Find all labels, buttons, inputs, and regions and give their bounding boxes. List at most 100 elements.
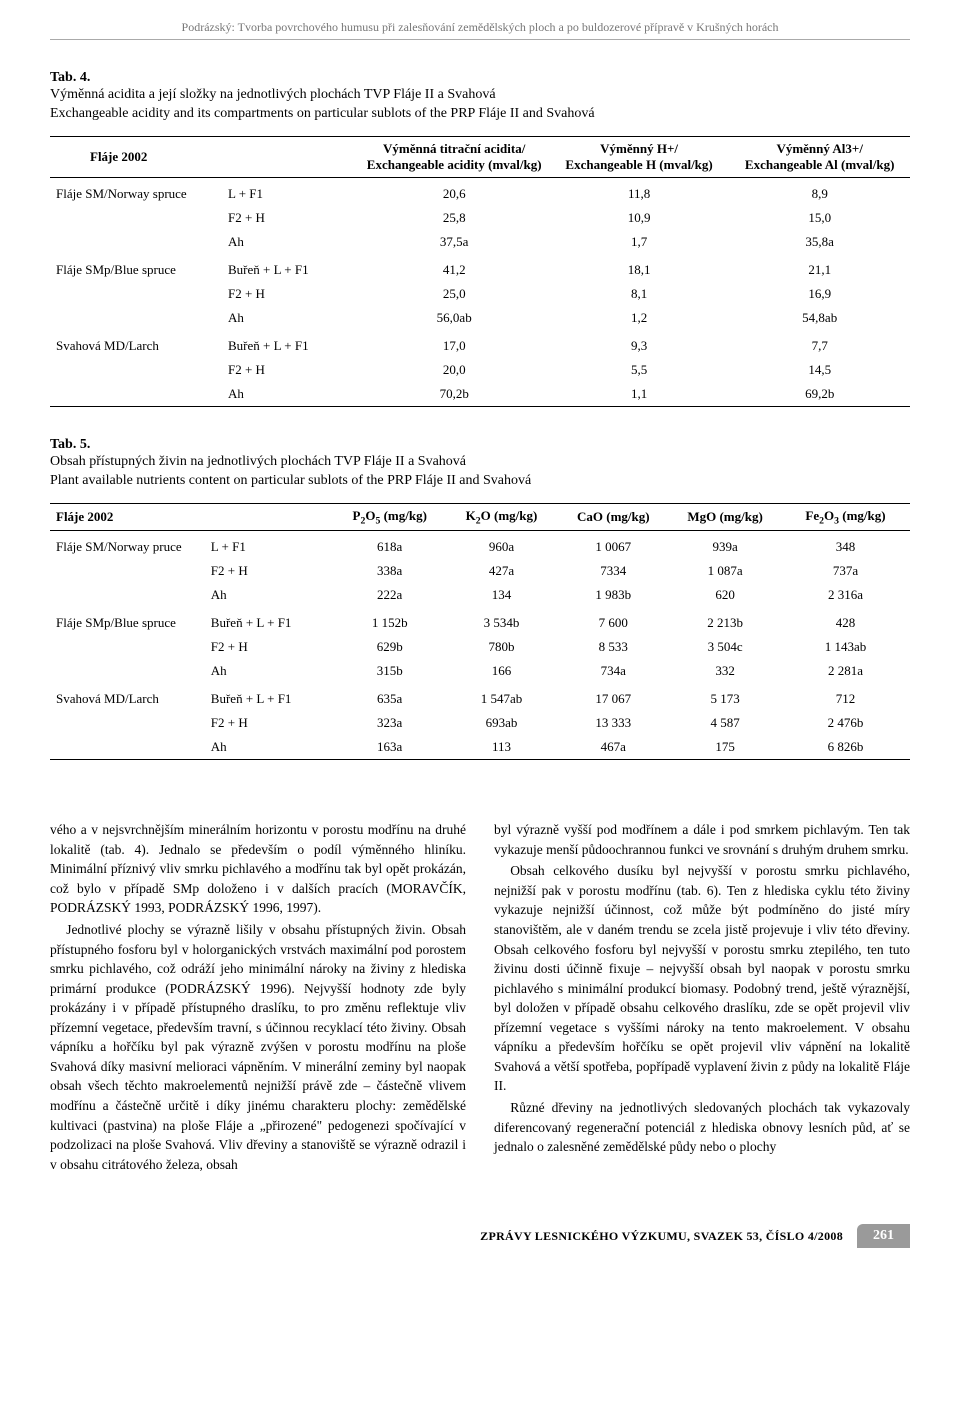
cell-c3: 69,2b: [729, 382, 910, 407]
body-p1: vého a v nejsvrchnějším minerálním horiz…: [50, 820, 466, 918]
cell-horizon: Ah: [205, 735, 334, 760]
cell-c3: 13 333: [557, 711, 669, 735]
cell-horizon: F2 + H: [205, 559, 334, 583]
cell-c3: 35,8a: [729, 230, 910, 254]
cell-c4: 2 213b: [669, 607, 781, 635]
cell-site: [50, 559, 205, 583]
cell-site: [50, 230, 222, 254]
cell-horizon: Ah: [205, 583, 334, 607]
cell-c2: 3 534b: [446, 607, 558, 635]
tab4-table: Fláje 2002 Výměnná titrační acidita/ Exc…: [50, 136, 910, 407]
cell-horizon: L + F1: [222, 177, 360, 206]
tab5-head-c3: CaO (mg/kg): [557, 503, 669, 531]
body-p2: Jednotlivé plochy se výrazně lišily v ob…: [50, 920, 466, 1174]
tab4-caption: Výměnná acidita a její složky na jednotl…: [50, 86, 910, 124]
cell-c2: 960a: [446, 531, 558, 560]
cell-horizon: Buřeň + L + F1: [205, 607, 334, 635]
table-row: Fláje SMp/Blue spruceBuřeň + L + F141,21…: [50, 254, 910, 282]
table-row: F2 + H25,08,116,9: [50, 282, 910, 306]
cell-c3: 1 0067: [557, 531, 669, 560]
cell-c3: 14,5: [729, 358, 910, 382]
cell-horizon: L + F1: [205, 531, 334, 560]
cell-c2: 9,3: [549, 330, 730, 358]
cell-c1: 25,0: [360, 282, 549, 306]
tab5-head-c4: MgO (mg/kg): [669, 503, 781, 531]
cell-c1: 20,0: [360, 358, 549, 382]
cell-c2: 1,7: [549, 230, 730, 254]
cell-c3: 467a: [557, 735, 669, 760]
cell-c1: 618a: [334, 531, 446, 560]
cell-site: [50, 306, 222, 330]
cell-c1: 338a: [334, 559, 446, 583]
cell-site: [50, 711, 205, 735]
cell-horizon: Ah: [222, 306, 360, 330]
cell-c5: 2 316a: [781, 583, 910, 607]
cell-c2: 8,1: [549, 282, 730, 306]
table-row: Ah315b166734a3322 281a: [50, 659, 910, 683]
cell-c1: 315b: [334, 659, 446, 683]
table-row: Fláje SM/Norway spruceL + F120,611,88,9: [50, 177, 910, 206]
cell-horizon: Ah: [222, 382, 360, 407]
table-row: Fláje SM/Norway pruceL + F1618a960a1 006…: [50, 531, 910, 560]
cell-c3: 8,9: [729, 177, 910, 206]
cell-site: [50, 282, 222, 306]
cell-c1: 222a: [334, 583, 446, 607]
table-row: Ah163a113467a1756 826b: [50, 735, 910, 760]
cell-c1: 163a: [334, 735, 446, 760]
cell-c1: 635a: [334, 683, 446, 711]
tab4-head-c2-cs: Výměnný H+/: [600, 141, 678, 156]
tab4-head-c3: Výměnný Al3+/ Exchangeable Al (mval/kg): [729, 136, 910, 177]
cell-c4: 939a: [669, 531, 781, 560]
cell-site: [50, 382, 222, 407]
cell-c1: 70,2b: [360, 382, 549, 407]
cell-horizon: Ah: [222, 230, 360, 254]
cell-c5: 348: [781, 531, 910, 560]
tab4-head-c3-en: Exchangeable Al (mval/kg): [745, 157, 895, 172]
cell-site: Svahová MD/Larch: [50, 683, 205, 711]
cell-c2: 113: [446, 735, 558, 760]
cell-c5: 6 826b: [781, 735, 910, 760]
cell-c2: 427a: [446, 559, 558, 583]
cell-c3: 7,7: [729, 330, 910, 358]
tab4-head-c3-cs: Výměnný Al3+/: [776, 141, 863, 156]
tab4-head-c2: Výměnný H+/ Exchangeable H (mval/kg): [549, 136, 730, 177]
cell-horizon: Buřeň + L + F1: [205, 683, 334, 711]
table-row: Ah37,5a1,735,8a: [50, 230, 910, 254]
cell-c3: 8 533: [557, 635, 669, 659]
cell-c2: 1,2: [549, 306, 730, 330]
cell-c1: 56,0ab: [360, 306, 549, 330]
page-footer: ZPRÁVY LESNICKÉHO VÝZKUMU, SVAZEK 53, ČÍ…: [50, 1224, 910, 1248]
cell-c5: 428: [781, 607, 910, 635]
table-row: Ah56,0ab1,254,8ab: [50, 306, 910, 330]
cell-horizon: Buřeň + L + F1: [222, 254, 360, 282]
tab5-caption: Obsah přístupných živin na jednotlivých …: [50, 453, 910, 491]
cell-c4: 4 587: [669, 711, 781, 735]
table-row: Svahová MD/LarchBuřeň + L + F117,09,37,7: [50, 330, 910, 358]
table-row: Svahová MD/LarchBuřeň + L + F1635a1 547a…: [50, 683, 910, 711]
cell-c4: 5 173: [669, 683, 781, 711]
cell-horizon: F2 + H: [222, 358, 360, 382]
cell-c3: 1 983b: [557, 583, 669, 607]
tab5-head-c2: K2O (mg/kg): [446, 503, 558, 531]
tab5-head-c1: P2O5 (mg/kg): [334, 503, 446, 531]
cell-site: [50, 659, 205, 683]
cell-c5: 2 281a: [781, 659, 910, 683]
cell-c2: 780b: [446, 635, 558, 659]
tab5-table: Fláje 2002 P2O5 (mg/kg) K2O (mg/kg) CaO …: [50, 503, 910, 761]
cell-site: [50, 358, 222, 382]
cell-c4: 175: [669, 735, 781, 760]
cell-site: Fláje SM/Norway spruce: [50, 177, 222, 206]
cell-c3: 21,1: [729, 254, 910, 282]
cell-c3: 16,9: [729, 282, 910, 306]
cell-c3: 734a: [557, 659, 669, 683]
tab4-head-c2-en: Exchangeable H (mval/kg): [565, 157, 712, 172]
cell-c2: 693ab: [446, 711, 558, 735]
cell-c5: 737a: [781, 559, 910, 583]
cell-c1: 37,5a: [360, 230, 549, 254]
body-p4: Obsah celkového dusíku byl nejvyšší v po…: [494, 861, 910, 1096]
cell-c1: 323a: [334, 711, 446, 735]
cell-horizon: F2 + H: [205, 635, 334, 659]
cell-c1: 629b: [334, 635, 446, 659]
cell-site: Fláje SMp/Blue spruce: [50, 607, 205, 635]
cell-site: [50, 583, 205, 607]
